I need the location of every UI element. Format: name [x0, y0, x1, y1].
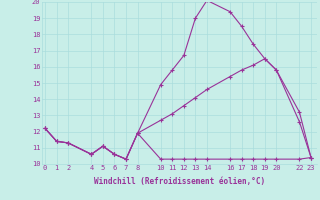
- X-axis label: Windchill (Refroidissement éolien,°C): Windchill (Refroidissement éolien,°C): [94, 177, 265, 186]
